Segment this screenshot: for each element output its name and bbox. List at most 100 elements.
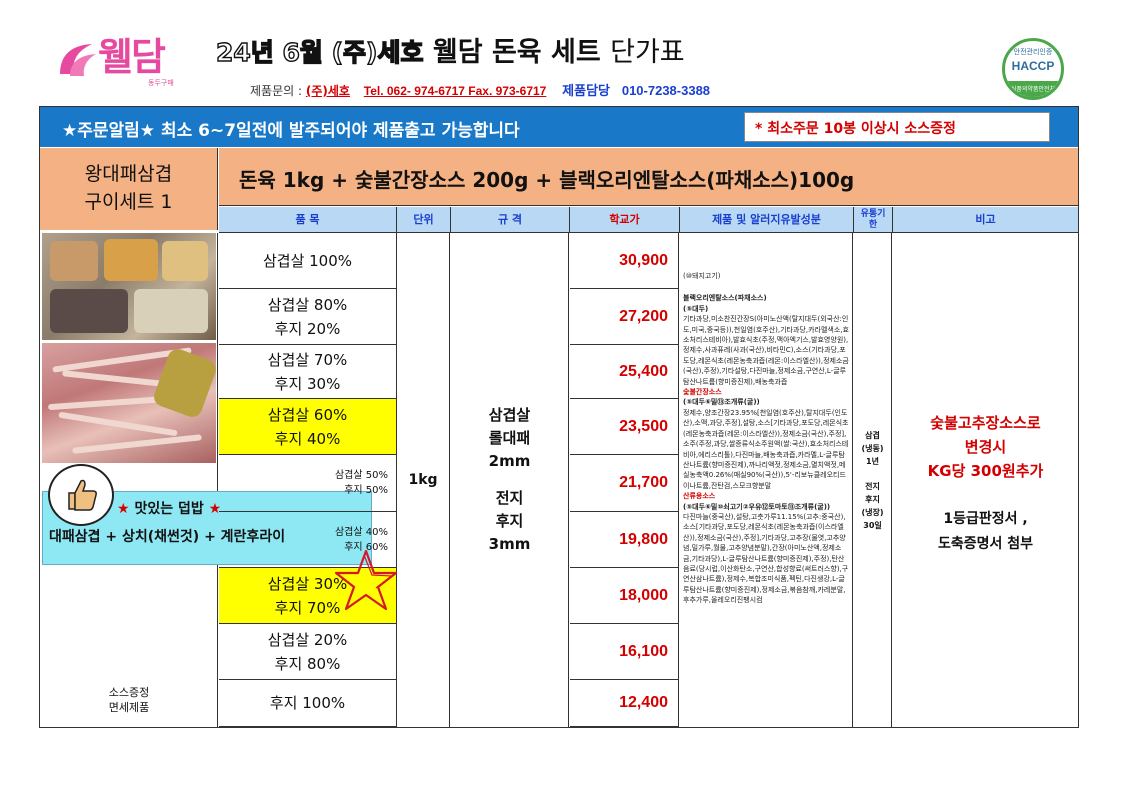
header-unit: 단위 bbox=[397, 207, 451, 233]
header-spec: 규 격 bbox=[451, 207, 570, 233]
spec-line: 전지 bbox=[495, 489, 524, 507]
table-row: 삼겹살 50% 후지 50% bbox=[219, 455, 397, 512]
ingredients-pork: (⑩돼지고기) bbox=[683, 272, 721, 280]
item-name: 삼겹살 60% 후지 40% bbox=[219, 399, 397, 454]
star-icon: ★ bbox=[117, 501, 130, 517]
order-notice-bar: ★주문알림★ 최소 6~7일전에 발주되어야 제품출고 가능합니다 * 최소주문… bbox=[40, 107, 1078, 147]
remark-cell: 숯불고추장소스로 변경시 KG당 300원추가 1등급판정서 , 도축증명서 첨… bbox=[893, 233, 1078, 727]
meal-tray-photo bbox=[42, 233, 216, 340]
ingredients-sauce3-title: 산류용소스 bbox=[683, 492, 716, 501]
item-line: 삼겹살 70% bbox=[267, 350, 348, 369]
contact-company: (주)세호 bbox=[305, 84, 350, 98]
sliced-pork-photo bbox=[42, 343, 219, 463]
set-name-line1: 왕대패삼겹 bbox=[84, 163, 173, 185]
sauce-note-line1: 소스증정 bbox=[108, 686, 150, 699]
sauce-note-line2: 면세제품 bbox=[108, 701, 150, 714]
item-line: 후지 70% bbox=[274, 598, 341, 617]
spec-line: 3mm bbox=[488, 535, 531, 553]
price-cell: 19,800 bbox=[570, 512, 679, 568]
item-line: 후지 30% bbox=[274, 374, 341, 393]
item-line: 후지 50% bbox=[344, 485, 388, 496]
header-price: 학교가 bbox=[570, 207, 680, 233]
contact-tel-fax: Tel. 062- 974-6717 Fax. 973-6717 bbox=[363, 84, 547, 98]
price-cell: 21,700 bbox=[570, 455, 679, 512]
remark-line: 변경시 bbox=[964, 438, 1007, 456]
price-cell: 25,400 bbox=[570, 345, 679, 399]
item-name: 삼겹살 50% 후지 50% bbox=[219, 455, 397, 511]
table-row: 후지 100% bbox=[219, 680, 397, 727]
remark-line: 도축증명서 첨부 bbox=[937, 536, 1034, 552]
sauce-note: 소스증정 면세제품 bbox=[40, 685, 218, 715]
page-title: 24년 6월 (주)세호 웰담 돈육 세트 단가표 bbox=[215, 30, 685, 69]
ingredients-cell: (⑩돼지고기) 블랙오리엔탈소스(파채소스) (⑤대두) 기타과당,미소찬진간장… bbox=[680, 233, 853, 727]
logo-subtext: 동두구매 bbox=[148, 79, 174, 87]
ingredients-sauce1-text: 기타과당,미소찬진간장S(아미노산액(탈지대두(외국산:인도,미국,중국등)),… bbox=[683, 315, 849, 386]
order-notice-text: ★주문알림★ 최소 6~7일전에 발주되어야 제품출고 가능합니다 bbox=[62, 121, 520, 141]
shelf-life-cell: 삼겹 (냉동) 1년 전지 후지 (냉장) 30일 bbox=[854, 233, 892, 727]
ingredients-sauce2-title: 숯불간장소스 bbox=[683, 388, 722, 397]
shelf-line: 전지 bbox=[865, 481, 880, 491]
remark-certificates: 1등급판정서 , 도축증명서 첨부 bbox=[893, 507, 1078, 557]
item-line: 후지 80% bbox=[274, 654, 341, 673]
ingredients-sauce1-title: 블랙오리엔탈소스(파채소스) bbox=[683, 294, 767, 303]
ingredients-sauce3-allergen: (⑤대두⑥밀⑩쇠고기②우유⑫토마토⑬조개류(굴)) bbox=[683, 502, 831, 511]
promo-title-text: 맛있는 덥밥 bbox=[134, 501, 204, 517]
shelf-line: 후지 bbox=[865, 494, 880, 504]
spec-line: 2mm bbox=[488, 452, 531, 470]
header-item: 품 목 bbox=[219, 207, 397, 233]
spec-line: 삼겹살 bbox=[488, 406, 531, 424]
contact-label: 제품문의 : bbox=[250, 84, 306, 98]
item-name: 삼겹살 20% 후지 80% bbox=[219, 624, 397, 679]
hand-drawn-star-icon bbox=[334, 549, 398, 611]
title-suffix: 단가표 bbox=[610, 37, 685, 68]
item-name: 삼겹살 70% 후지 30% bbox=[219, 345, 397, 398]
item-line: 삼겹살 100% bbox=[262, 251, 353, 270]
item-line: 후지 60% bbox=[344, 541, 388, 553]
item-name: 후지 100% bbox=[219, 680, 397, 726]
price-cell: 12,400 bbox=[570, 680, 679, 727]
ingredients-sauce2-text: 정제수,양조간장23.95%[천일염(호주산),탈지대두(인도산),소맥,과당,… bbox=[683, 408, 849, 490]
logo-text: 웰담 bbox=[98, 35, 166, 79]
min-order-notice: * 최소주문 10봉 이상시 소스증정 bbox=[744, 112, 1050, 142]
table-row: 삼겹살 20% 후지 80% bbox=[219, 624, 397, 680]
item-line: 후지 40% bbox=[274, 429, 341, 448]
table-row: 삼겹살 70% 후지 30% bbox=[219, 345, 397, 399]
item-line: 삼겹살 60% bbox=[267, 405, 348, 424]
company-logo: 웰담 동두구매 bbox=[56, 28, 186, 92]
item-line: 삼겹살 20% bbox=[267, 630, 348, 649]
set-name-line2: 구이세트 1 bbox=[84, 191, 173, 213]
haccp-badge: 안전관리인증 HACCP 식품의약품안전처 bbox=[1002, 38, 1064, 100]
promo-title: ★ 맛있는 덥밥 ★ bbox=[117, 498, 221, 518]
star-icon: ★ bbox=[208, 501, 222, 517]
unit-cell: 1kg bbox=[397, 233, 450, 727]
item-name: 삼겹살 80% 후지 20% bbox=[219, 289, 397, 344]
table-row: 삼겹살 80% 후지 20% bbox=[219, 289, 397, 345]
set-name: 왕대패삼겹 구이세트 1 bbox=[40, 148, 218, 230]
logo-swoosh-icon bbox=[60, 44, 96, 76]
remark-sauce-change: 숯불고추장소스로 변경시 KG당 300원추가 bbox=[893, 411, 1078, 483]
shelf-line: 1년 bbox=[866, 456, 879, 466]
item-line: 삼겹살 40% bbox=[334, 526, 388, 538]
price-cell: 16,100 bbox=[570, 624, 679, 680]
promo-recipe: 대패삼겹 + 상치(채썬것) + 계란후라이 bbox=[49, 529, 286, 545]
haccp-top-text: 안전관리인증 bbox=[1013, 48, 1053, 56]
photo-column bbox=[40, 233, 219, 727]
table-row: 삼겹살 30% 후지 70% bbox=[219, 568, 397, 624]
thumbs-up-icon bbox=[48, 464, 114, 526]
header-shelf-life: 유통기한 bbox=[854, 207, 893, 233]
shelf-line: 30일 bbox=[863, 520, 882, 530]
shelf-line: (냉장) bbox=[861, 507, 884, 517]
item-name: 삼겹살 30% 후지 70% bbox=[219, 568, 397, 623]
spec-cell: 삼겹살 롤대패 2mm 전지 후지 3mm bbox=[451, 233, 569, 727]
table-row: 삼겹살 60% 후지 40% bbox=[219, 399, 397, 455]
item-line: 후지 100% bbox=[269, 694, 346, 712]
manager-phone: 010-7238-3388 bbox=[621, 83, 711, 98]
shelf-line: 삼겹 bbox=[865, 430, 880, 440]
ingredients-sauce3-text: 다진마늘(중국산),설탕,고춧가루11.15%(고추:중국산),소스[기타과당,… bbox=[683, 512, 849, 605]
contact-line: 제품문의 : (주)세호 Tel. 062- 974-6717 Fax. 973… bbox=[250, 80, 710, 99]
item-name: 삼겹살 40% 후지 60% bbox=[219, 512, 397, 567]
item-line: 삼겹살 30% bbox=[267, 574, 348, 593]
title-product: 웰담 돈육 세트 bbox=[432, 37, 601, 68]
remark-line: 숯불고추장소스로 bbox=[930, 414, 1041, 432]
remark-line: KG당 300원추가 bbox=[927, 462, 1044, 480]
